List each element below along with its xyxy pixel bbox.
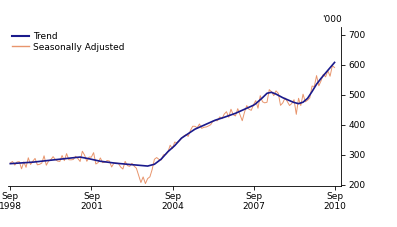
Text: '000: '000 [322,15,341,24]
Legend: Trend, Seasonally Adjusted: Trend, Seasonally Adjusted [12,32,125,52]
